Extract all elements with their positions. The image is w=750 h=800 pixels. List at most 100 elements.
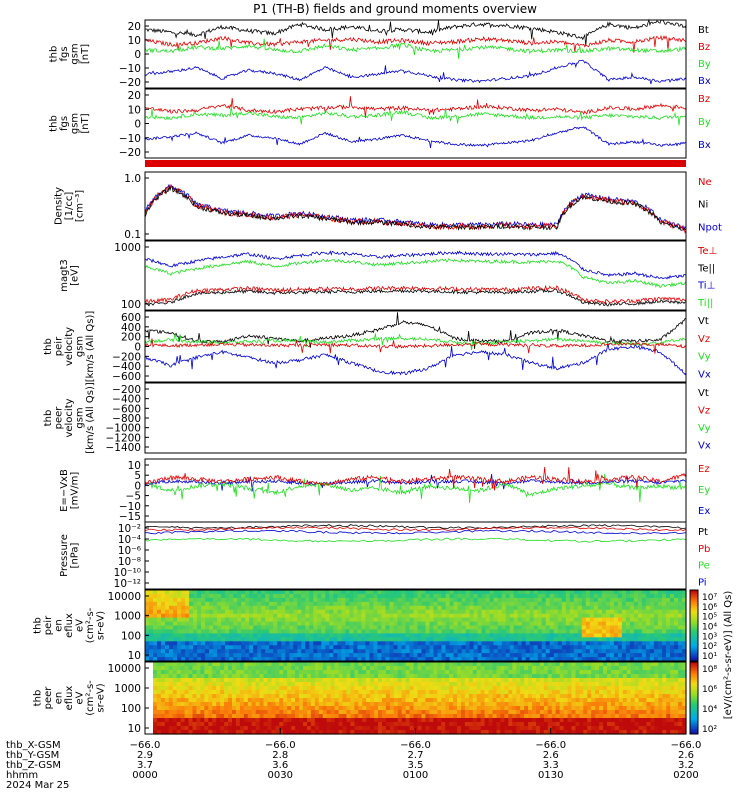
legend-temp-0: Te⊥ <box>697 246 717 257</box>
ion-colorbar-tick-4: 10³ <box>702 632 717 642</box>
ytick-efield-3: −5 <box>126 491 141 503</box>
ytick-ele_spec-2: 100 <box>121 703 141 715</box>
pressure-line-2 <box>145 529 687 535</box>
ytick-ve-5: −1200 <box>105 432 141 444</box>
ylabel-vi: gsm <box>75 336 86 357</box>
legend-pressure-2: Pe <box>698 561 710 572</box>
legend-fgs_gsm-1: Bz <box>698 42 710 53</box>
xrow-x-0: −66.0 <box>130 740 161 751</box>
ion-colorbar <box>689 589 699 662</box>
xrow-z-3: 3.3 <box>543 760 559 771</box>
ytick-temp-0: 1000 <box>114 242 141 254</box>
ytick-ele_spec-3: 10 <box>128 723 141 735</box>
panel-frame-temp <box>144 240 687 311</box>
ylabel-vi: thb <box>43 338 54 355</box>
legend-efield-0: Ez <box>698 464 710 475</box>
xrow-z-0: 3.7 <box>137 760 153 771</box>
ytick-vi-5: −400 <box>112 361 141 373</box>
ytick-vi-2: 200 <box>121 332 141 344</box>
series-ti-par <box>144 257 687 289</box>
panel-frame-fgs_gsm_nobt <box>144 88 687 159</box>
ylabel-ve: [km/s (All Qs)] <box>85 382 96 454</box>
series-bz-2 <box>144 96 687 118</box>
ylabel-ion_spec: peir <box>43 615 54 635</box>
ytick-efield-4: −10 <box>119 501 141 513</box>
panel-frame-efield <box>144 458 687 523</box>
legend-temp-3: Ti|| <box>697 298 713 309</box>
ylabel-efield: E=−VxB <box>59 469 70 512</box>
ylabel-fgs_gsm_nobt: gsm <box>69 113 80 134</box>
ytick-fgs_gsm_nobt-0: 20 <box>128 90 141 102</box>
legend-efield-1: Ey <box>698 485 710 496</box>
ytick-ele_spec-0: 10000 <box>108 663 141 675</box>
ion-colorbar-tick-0: 10⁷ <box>702 593 717 603</box>
ylabel-ion_spec: thb <box>33 617 44 634</box>
mode-bar <box>145 160 686 167</box>
xrow-label-1: thb_Y-GSM <box>6 750 59 761</box>
electron-spectrogram <box>153 662 687 735</box>
legend-pressure-0: Pt <box>698 527 708 538</box>
ylabel-density: [1/cc] <box>64 192 75 221</box>
ytick-efield-5: −15 <box>119 511 141 523</box>
ylabel-ve: peer <box>54 406 65 430</box>
ylabel-ele_spec: en <box>54 692 65 705</box>
xrow-t-3: 0130 <box>538 770 563 781</box>
legend-ve-0: Vt <box>698 388 709 399</box>
ylabel-temp: [eV] <box>69 265 80 286</box>
electron-colorbar-tick-1: 10⁶ <box>702 685 717 695</box>
ylabel-fgs_gsm: gsm <box>69 43 80 64</box>
legend-efield-2: Ex <box>698 506 710 517</box>
series-by-2 <box>144 106 687 126</box>
ylabel-temp: magt3 <box>59 259 70 292</box>
ylabel-fgs_gsm: fgs <box>59 46 70 61</box>
ytick-pressure-2: 10⁻⁶ <box>118 545 141 557</box>
legend-fgs_gsm_nobt-2: Bx <box>698 140 711 151</box>
series-ne <box>144 184 687 234</box>
series-ni <box>144 185 687 231</box>
legend-fgs_gsm-3: Bx <box>698 76 711 87</box>
legend-pressure-1: Pb <box>698 544 710 555</box>
ion-colorbar-tick-3: 10⁴ <box>702 623 717 633</box>
ylabel-pressure: [nPa] <box>69 542 80 568</box>
ytick-temp-1: 100 <box>121 299 141 311</box>
ytick-vi-0: 600 <box>121 312 141 324</box>
ytick-ve-6: −1400 <box>105 442 141 454</box>
legend-vi-0: Vt <box>698 316 709 327</box>
ylabel-fgs_gsm_nobt: fgs <box>59 116 70 131</box>
series-ez <box>144 466 687 491</box>
xrow-x-1: −66.0 <box>265 740 296 751</box>
xrow-t-0: 0000 <box>132 770 157 781</box>
series-ey <box>144 473 687 503</box>
ytick-ve-1: −400 <box>112 394 141 406</box>
electron-colorbar-tick-0: 10⁸ <box>702 665 717 675</box>
xrow-label-2: thb_Z-GSM <box>6 760 61 771</box>
ytick-pressure-4: 10⁻¹⁰ <box>114 567 141 579</box>
pressure-line-1 <box>144 526 687 532</box>
ylabel-ele_spec: sr-eV) <box>96 683 107 712</box>
series-vy <box>144 333 687 351</box>
legend-pressure-3: Pi <box>698 577 707 588</box>
series-vx <box>144 342 687 376</box>
xrow-label-4: 2024 Mar 25 <box>6 780 69 791</box>
legend-fgs_gsm_nobt-1: By <box>698 117 711 128</box>
ytick-vi-4: −200 <box>112 351 141 363</box>
ylabel-ve: thb <box>43 410 54 427</box>
ytick-fgs_gsm-1: 10 <box>128 35 141 47</box>
ytick-efield-2: 0 <box>134 480 141 492</box>
series-ti-perp <box>144 250 686 280</box>
xrow-x-2: −66.0 <box>400 740 431 751</box>
legend-ve-3: Vx <box>698 441 711 452</box>
ytick-density-1: 0.1 <box>124 229 141 241</box>
panel-frame-ion_spec <box>144 589 687 662</box>
ylabel-ve: gsm <box>75 407 86 428</box>
legend-temp-1: Te|| <box>697 263 715 274</box>
ytick-efield-0: 10 <box>128 460 141 472</box>
colorbar-label: [eV/(cm²-s-sr-eV)] (All Qs) <box>723 591 734 720</box>
legend-fgs_gsm-0: Bt <box>698 25 709 36</box>
ylabel-fgs_gsm_nobt: thb <box>48 115 59 132</box>
series-vt <box>144 312 687 349</box>
ylabel-ion_spec: sr-eV) <box>96 611 107 640</box>
chart-title: P1 (TH-B) fields and ground moments over… <box>253 2 537 16</box>
series-bx <box>144 59 687 85</box>
